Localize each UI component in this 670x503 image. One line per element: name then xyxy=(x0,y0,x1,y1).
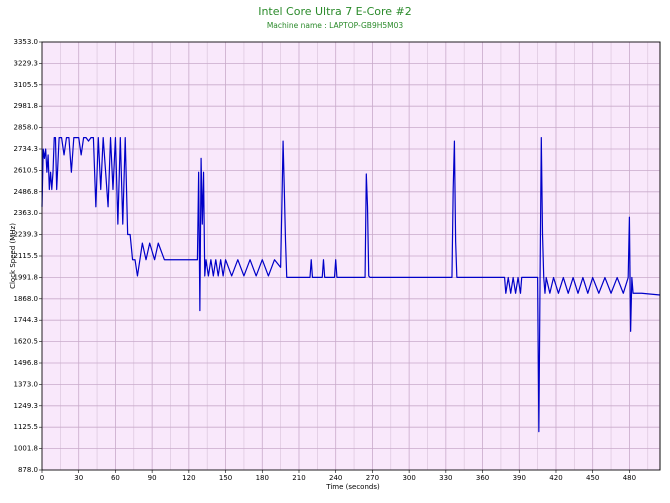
x-tick-label: 330 xyxy=(439,474,452,482)
x-tick-label: 90 xyxy=(148,474,157,482)
x-axis-label: Time (seconds) xyxy=(325,483,380,491)
x-tick-label: 150 xyxy=(219,474,232,482)
y-tick-label: 878.0 xyxy=(18,466,38,474)
y-tick-label: 3229.3 xyxy=(14,59,39,67)
y-tick-label: 1744.3 xyxy=(14,316,39,324)
y-tick-label: 2239.3 xyxy=(14,231,39,239)
y-tick-label: 2610.5 xyxy=(14,166,39,174)
chart-title: Intel Core Ultra 7 E-Core #2 xyxy=(258,5,412,18)
y-tick-label: 1496.8 xyxy=(14,359,39,367)
x-tick-label: 390 xyxy=(513,474,526,482)
y-tick-label: 2115.5 xyxy=(14,252,39,260)
y-tick-label: 1620.5 xyxy=(14,338,39,346)
y-tick-label: 3353.0 xyxy=(14,38,39,46)
x-tick-label: 450 xyxy=(586,474,599,482)
y-tick-label: 2981.8 xyxy=(14,102,39,110)
plot-frame xyxy=(41,41,661,471)
x-tick-label: 30 xyxy=(74,474,83,482)
y-tick-label: 1868.0 xyxy=(14,295,39,303)
y-tick-label: 2858.0 xyxy=(14,124,39,132)
x-tick-label: 180 xyxy=(256,474,269,482)
x-tick-label: 210 xyxy=(292,474,305,482)
y-axis-label: Clock Speed (MHz) xyxy=(9,223,17,289)
x-tick-label: 0 xyxy=(40,474,44,482)
x-tick-label: 360 xyxy=(476,474,489,482)
y-tick-label: 2734.3 xyxy=(14,145,39,153)
data-line xyxy=(41,137,661,433)
x-tick-label: 300 xyxy=(402,474,415,482)
chart-subtitle: Machine name : LAPTOP-GB9H5M03 xyxy=(267,21,404,30)
x-tick-label: 270 xyxy=(366,474,379,482)
x-tick-label: 60 xyxy=(111,474,120,482)
y-tick-label: 1991.8 xyxy=(14,273,39,281)
y-tick-label: 1373.0 xyxy=(14,380,39,388)
y-tick-label: 2486.8 xyxy=(14,188,39,196)
x-tick-label: 120 xyxy=(182,474,195,482)
y-tick-label: 1249.3 xyxy=(14,402,39,410)
y-tick-label: 2363.0 xyxy=(14,209,39,217)
x-tick-label: 420 xyxy=(549,474,562,482)
y-tick-label: 3105.5 xyxy=(14,81,39,89)
x-tick-label: 480 xyxy=(623,474,636,482)
y-tick-label: 1001.8 xyxy=(14,445,39,453)
x-tick-label: 240 xyxy=(329,474,342,482)
y-tick-label: 1125.5 xyxy=(14,423,39,431)
